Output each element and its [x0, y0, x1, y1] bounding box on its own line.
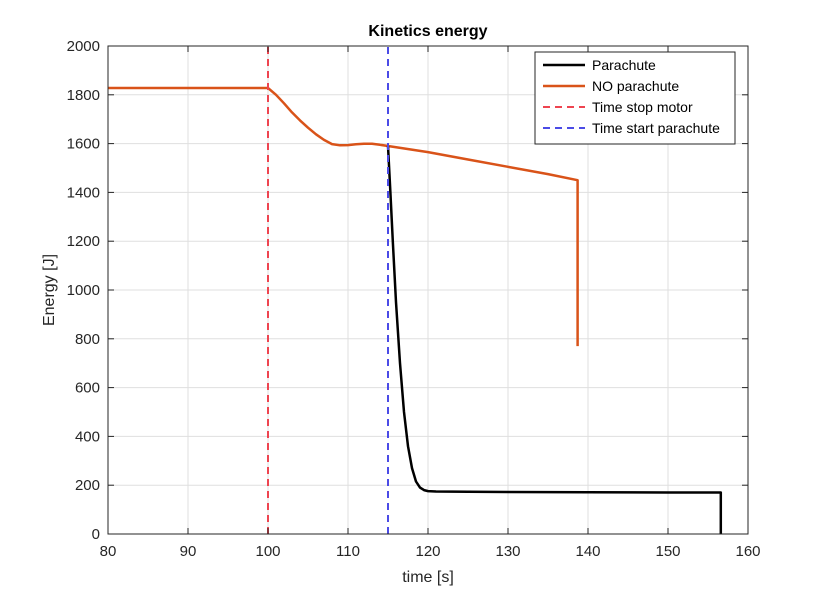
legend-label: Time start parachute: [592, 120, 720, 136]
x-tick-label: 140: [575, 543, 600, 560]
chart-title: Kinetics energy: [368, 23, 487, 40]
y-tick-label: 1400: [67, 184, 100, 201]
legend-label: Time stop motor: [592, 99, 693, 115]
y-tick-label: 800: [75, 331, 100, 348]
axis-ticks: 80 90 100 110 120 130 140 150 160020040060080010…: [67, 38, 761, 560]
x-tick-label: 110: [336, 543, 360, 560]
x-tick-label: 130: [495, 543, 520, 560]
x-tick-label: 120: [415, 543, 440, 560]
y-axis-label: Energy [J]: [41, 254, 58, 326]
series-line-no-parachute: [108, 86, 579, 347]
legend: Parachute NO parachute Time stop motor Time…: [534, 51, 736, 145]
x-axis-label: time [s]: [402, 569, 454, 586]
legend-label: Parachute: [592, 57, 656, 73]
y-tick-label: 1800: [67, 87, 100, 104]
y-tick-label: 600: [75, 380, 100, 397]
x-tick-label: 90: [180, 543, 197, 560]
y-tick-label: 2000: [67, 38, 100, 55]
y-tick-label: 1200: [67, 233, 100, 250]
x-tick-label: 100: [255, 543, 280, 560]
x-tick-label: 150: [655, 543, 680, 560]
x-tick-label: 80: [100, 543, 117, 560]
y-tick-label: 1600: [67, 136, 100, 153]
series-line-parachute: [386, 145, 723, 534]
y-tick-label: 400: [75, 428, 100, 445]
y-tick-label: 1000: [67, 282, 100, 299]
legend-label: NO parachute: [592, 78, 679, 94]
y-tick-label: 200: [75, 477, 100, 494]
x-tick-label: 160: [735, 543, 760, 560]
series-layer: [108, 46, 723, 534]
y-tick-label: 0: [92, 526, 100, 543]
grid-lines: [107, 45, 749, 535]
